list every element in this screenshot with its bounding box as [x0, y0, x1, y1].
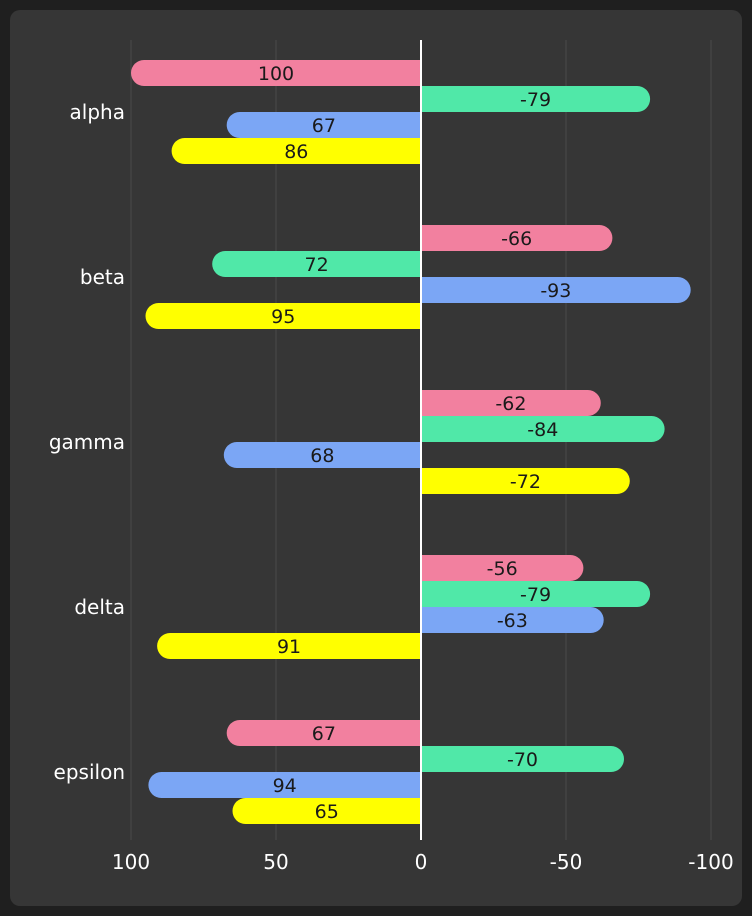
bar-value-label: 94: [273, 775, 297, 797]
bar-value-label: 67: [312, 115, 336, 137]
bar: [421, 86, 651, 113]
category-label: epsilon: [54, 760, 125, 784]
bar-value-label: -72: [510, 471, 541, 493]
bar: [148, 772, 421, 798]
x-tick-label: -100: [688, 850, 733, 874]
bar-value-label: 65: [315, 801, 339, 823]
bar: [421, 746, 624, 772]
bar: [421, 277, 691, 303]
bar: [421, 607, 604, 633]
x-tick-label: -50: [550, 850, 583, 874]
bar-value-label: -79: [520, 89, 551, 111]
bar-value-label: 95: [271, 306, 295, 328]
bar: [421, 225, 613, 251]
bar: [421, 468, 630, 494]
value-labels: 100-796786-6672-9395-62-8468-72-56-79-63…: [258, 63, 572, 823]
bar-value-label: -70: [507, 749, 538, 771]
bar-value-label: 86: [284, 141, 308, 163]
x-tick-label: 0: [415, 850, 428, 874]
bar: [232, 798, 421, 824]
x-tick-label: 50: [263, 850, 288, 874]
bar-value-label: -62: [495, 393, 526, 415]
category-label: beta: [80, 265, 125, 289]
category-label: delta: [74, 595, 125, 619]
bar: [421, 390, 601, 416]
bars: [131, 60, 691, 824]
bar: [226, 112, 421, 138]
category-labels: alpha beta gamma delta epsilon: [49, 100, 125, 784]
bar: [421, 555, 584, 581]
category-label: alpha: [70, 100, 125, 124]
category-label: gamma: [49, 430, 125, 454]
bar: [145, 303, 422, 329]
bar: [131, 60, 421, 86]
bar-value-label: 100: [258, 63, 294, 85]
bar: [421, 416, 665, 442]
bar-value-label: 72: [305, 254, 329, 276]
bar-value-label: -56: [487, 558, 518, 580]
bar-value-label: -79: [520, 584, 551, 606]
bar: [212, 251, 421, 277]
bar-value-label: 67: [312, 723, 336, 745]
bar: [226, 720, 421, 746]
x-tick-label: 100: [112, 850, 150, 874]
bar: [157, 633, 421, 659]
bar-value-label: 68: [310, 445, 334, 467]
bar: [223, 442, 421, 468]
bar-value-label: -84: [527, 419, 558, 441]
bar-value-label: -93: [540, 280, 571, 302]
bar: [421, 581, 651, 608]
bar-value-label: 91: [277, 636, 301, 658]
bar-value-label: -66: [501, 228, 532, 250]
x-tick-labels: 100 50 0 -50 -100: [112, 850, 734, 874]
bar: [171, 138, 421, 164]
bar-value-label: -63: [497, 610, 528, 632]
